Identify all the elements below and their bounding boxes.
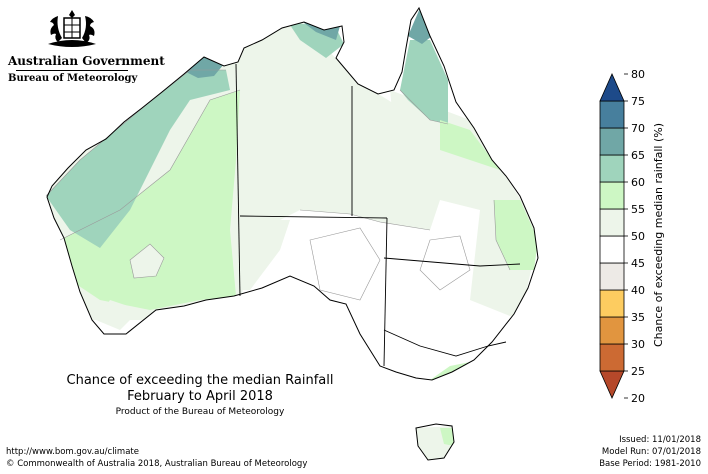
legend-tick-label-70: 70 [631,122,645,135]
mainland-coastline [46,6,539,381]
legend-tick-label-60: 60 [631,176,645,189]
issued-date: Issued: 11/01/2018 [619,435,701,445]
legend-swatch-70-75 [599,100,625,129]
legend-swatch-20-25 [599,370,625,399]
coat-of-arms-icon [48,10,96,47]
legend-tick-label-55: 55 [631,203,645,216]
colour-legend: 20 25 30 35 40 45 50 55 60 65 70 75 80 Chance of exc… [599,68,665,405]
legend-swatch-60-65 [599,154,625,183]
legend-tick-label-25: 25 [631,365,645,378]
legend-swatch-55-60 [599,181,625,210]
legend-ticks: 20 25 30 35 40 45 50 55 60 65 70 75 80 [624,68,645,405]
legend-tick-label-50: 50 [631,230,645,243]
footer-right: Issued: 11/01/2018 Model Run: 07/01/2018… [599,434,701,470]
legend-tick-label-45: 45 [631,257,645,270]
map-title: Chance of exceeding the median Rainfall … [40,373,360,405]
legend-swatch-65-70 [599,127,625,156]
legend-tick-label-35: 35 [631,311,645,324]
product-note: Product of the Bureau of Meteorology [115,407,285,417]
legend-bars [599,73,625,399]
legend-label: Chance of exceeding median rainfall (%) [652,123,665,347]
legend-swatch-25-30 [599,343,625,372]
legend-tick-label-80: 80 [631,68,645,81]
copyright-text: © Commonwealth of Australia 2018, Austra… [6,459,308,469]
base-period: Base Period: 1981-2010 [599,459,701,469]
legend-tick-label-65: 65 [631,149,645,162]
legend-swatch-30-35 [599,316,625,345]
bom-url-link[interactable]: http://www.bom.gov.au/climate [6,447,139,457]
tasmania-coastline [415,423,455,461]
legend-swatch-40-45 [599,262,625,291]
agency-name: Bureau of Meteorology [8,73,138,84]
logo-divider [16,70,128,71]
legend-tick-label-40: 40 [631,284,645,297]
model-run-date: Model Run: 07/01/2018 [601,447,701,457]
legend-swatch-50-55 [599,208,625,237]
state-borders [235,63,521,367]
map-title-line1: Chance of exceeding the median Rainfall [66,373,334,388]
government-logo: Australian Government Bureau of Meteorol… [8,8,165,92]
legend-tick-label-30: 30 [631,338,645,351]
government-name: Australian Government [8,54,165,68]
contour-lines [45,69,511,301]
map-title-line2: February to April 2018 [127,389,273,404]
legend-tick-label-75: 75 [631,95,645,108]
legend-swatch-75-80 [599,73,625,102]
legend-swatch-45-50 [599,235,625,264]
footer-left: http://www.bom.gov.au/climate © Commonwe… [6,446,307,470]
legend-swatch-35-40 [599,289,625,318]
legend-tick-label-20: 20 [631,392,645,405]
